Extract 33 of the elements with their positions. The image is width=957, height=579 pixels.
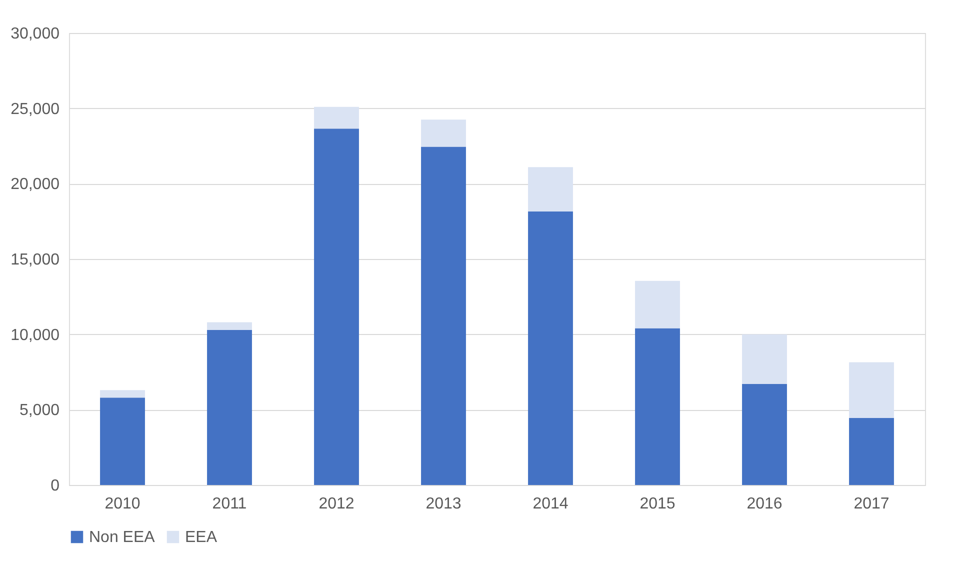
bar xyxy=(314,128,359,485)
x-tick-label: 2012 xyxy=(318,496,354,512)
bar xyxy=(635,328,680,485)
legend-label: EEA xyxy=(185,529,218,546)
bar xyxy=(314,106,359,129)
bar xyxy=(742,334,787,384)
bar xyxy=(849,418,894,485)
bar xyxy=(742,384,787,485)
y-tick-label: 0 xyxy=(50,478,60,494)
x-tick-label: 2015 xyxy=(640,496,676,512)
bar xyxy=(421,146,466,485)
x-tick-label: 2016 xyxy=(746,496,782,512)
y-tick-label: 25,000 xyxy=(10,100,60,118)
y-tick-label: 5,000 xyxy=(19,402,60,420)
y-tick-label: 10,000 xyxy=(10,326,60,344)
x-tick-label: 2010 xyxy=(104,496,140,512)
y-tick-label: 20,000 xyxy=(10,176,60,194)
bar xyxy=(635,280,680,328)
y-tick-label: 30,000 xyxy=(10,26,60,42)
bar xyxy=(421,120,466,147)
bar xyxy=(849,362,894,418)
bar xyxy=(100,390,145,398)
bar xyxy=(207,330,252,485)
x-tick-label: 2011 xyxy=(212,496,247,512)
x-tick-label: 2017 xyxy=(854,496,890,512)
bar xyxy=(528,212,573,485)
x-tick-label: 2013 xyxy=(426,496,462,512)
legend-label: Non EEA xyxy=(89,529,156,546)
bar xyxy=(100,398,145,485)
y-tick-label: 15,000 xyxy=(10,252,60,268)
bar xyxy=(207,322,252,330)
bar xyxy=(528,167,573,212)
x-tick-label: 2014 xyxy=(532,496,568,512)
